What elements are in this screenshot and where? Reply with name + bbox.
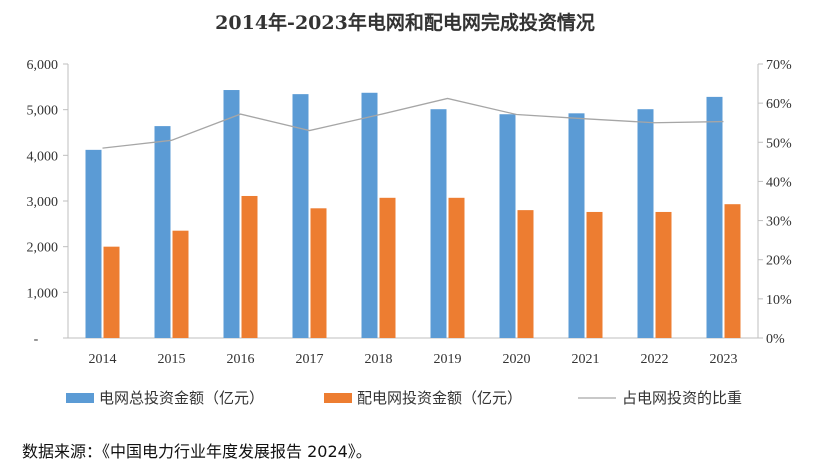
source-note: 数据来源：《中国电力行业年度发展报告 2024》。 — [22, 442, 372, 461]
bar-distribution-investment — [655, 211, 672, 338]
bar-grid-investment — [85, 149, 102, 338]
legend-label-grid: 电网总投资金额（亿元） — [99, 389, 264, 407]
bar-distribution-investment — [448, 197, 465, 338]
bar-distribution-investment — [517, 210, 534, 338]
bar-distribution-investment — [310, 208, 327, 338]
left-tick-label: 5,000 — [27, 104, 59, 119]
legend-label-share: 占电网投资的比重 — [622, 389, 742, 407]
x-tick-label: 2021 — [572, 352, 600, 367]
bar-grid-investment — [568, 113, 585, 338]
right-tick-label: 0% — [766, 332, 785, 347]
line-share-of-grid-investment — [102, 97, 724, 149]
bar-grid-investment — [430, 109, 447, 339]
left-tick-label: 3,000 — [27, 195, 59, 210]
left-tick-label: 6,000 — [27, 58, 59, 73]
right-tick-label: 10% — [766, 293, 792, 308]
left-tick-label: 1,000 — [27, 286, 59, 301]
right-tick-label: 30% — [766, 215, 792, 230]
right-tick-label: 60% — [766, 97, 792, 112]
bar-grid-investment — [706, 96, 723, 338]
plot-area: - 1,000 2,000 3,000 4,000 5,000 6,000 0% 10% 20% 3… — [27, 58, 793, 367]
x-tick-label: 2015 — [158, 352, 186, 367]
bar-distribution-investment — [586, 211, 603, 338]
right-tick-label: 50% — [766, 136, 792, 151]
right-tick-label: 70% — [766, 58, 792, 73]
x-tick-label: 2022 — [641, 352, 669, 367]
bar-distribution-investment — [103, 246, 120, 338]
bar-distribution-investment — [379, 197, 396, 338]
x-tick-label: 2023 — [710, 352, 738, 367]
chart-title: 2014年-2023年电网和配电网完成投资情况 — [215, 11, 595, 34]
legend-label-distribution: 配电网投资金额（亿元） — [357, 389, 522, 407]
x-tick-label: 2016 — [227, 352, 255, 367]
right-tick-label: 20% — [766, 254, 792, 269]
combo-chart: 2014年-2023年电网和配电网完成投资情况 - 1,000 2,000 3,000… — [27, 11, 793, 407]
legend: 电网总投资金额（亿元） 配电网投资金额（亿元） 占电网投资的比重 — [66, 389, 742, 407]
bar-grid-investment — [223, 90, 240, 338]
bar-grid-investment — [499, 114, 516, 338]
bar-distribution-investment — [172, 230, 189, 338]
bar-grid-investment — [292, 94, 309, 338]
x-tick-label: 2019 — [434, 352, 462, 367]
bar-distribution-investment — [724, 204, 741, 338]
legend-swatch-distribution — [324, 393, 352, 403]
left-tick-label: 4,000 — [27, 149, 59, 164]
bar-distribution-investment — [241, 195, 258, 338]
legend-swatch-grid — [66, 393, 94, 403]
left-tick-label: 2,000 — [27, 241, 59, 256]
bar-grid-investment — [154, 126, 171, 339]
left-tick-label: - — [34, 332, 39, 347]
x-tick-label: 2018 — [365, 352, 393, 367]
bar-grid-investment — [361, 92, 378, 339]
right-tick-label: 40% — [766, 175, 792, 190]
x-tick-label: 2017 — [296, 352, 324, 367]
bar-grid-investment — [637, 109, 654, 339]
x-tick-label: 2014 — [89, 352, 117, 367]
x-tick-label: 2020 — [503, 352, 531, 367]
